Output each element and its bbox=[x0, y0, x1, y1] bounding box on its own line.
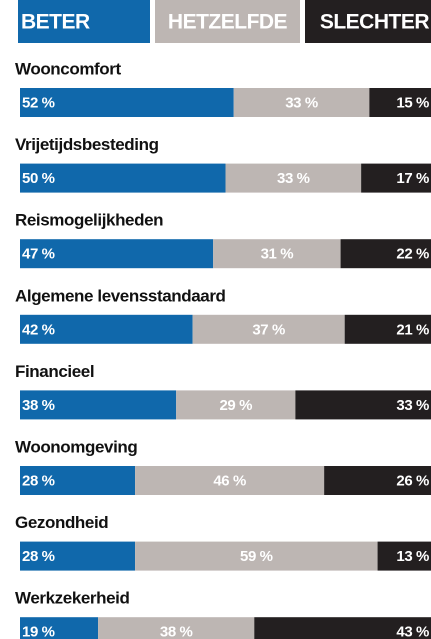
bar-segment bbox=[340, 239, 431, 269]
value-label: 47 % bbox=[22, 246, 55, 263]
value-label: 33 % bbox=[396, 397, 429, 414]
bar-segment bbox=[20, 466, 136, 495]
bar-segment bbox=[20, 163, 226, 193]
value-label: 13 % bbox=[396, 548, 429, 565]
value-label: 43 % bbox=[396, 624, 429, 639]
value-label: 42 % bbox=[22, 321, 55, 338]
category-label: Reismogelijkheden bbox=[15, 211, 163, 230]
value-label: 15 % bbox=[396, 94, 429, 111]
value-label: 46 % bbox=[213, 472, 246, 489]
legend-swatch bbox=[305, 0, 431, 43]
value-label: 50 % bbox=[22, 170, 55, 187]
legend-swatch bbox=[155, 0, 300, 43]
bar-segment bbox=[20, 239, 214, 269]
legend-label: BETER bbox=[21, 11, 90, 34]
bar-segment bbox=[369, 88, 431, 117]
bar-segment bbox=[20, 88, 234, 117]
category-label: Vrijetijdsbesteding bbox=[15, 135, 159, 154]
value-label: 38 % bbox=[22, 397, 55, 414]
legend-label: HETZELFDE bbox=[168, 11, 288, 34]
value-label: 31 % bbox=[261, 246, 294, 263]
value-label: 28 % bbox=[22, 548, 55, 565]
value-label: 29 % bbox=[219, 397, 252, 414]
bar-segment bbox=[233, 88, 370, 117]
value-label: 37 % bbox=[252, 321, 285, 338]
bar-segment bbox=[225, 163, 362, 193]
category-label: Wooncomfort bbox=[15, 59, 122, 78]
category-label: Werkzekerheid bbox=[15, 589, 130, 608]
value-label: 33 % bbox=[285, 94, 318, 111]
bar-segment bbox=[324, 466, 431, 495]
bar-segment bbox=[213, 239, 341, 269]
bar-segment bbox=[344, 314, 431, 344]
value-label: 22 % bbox=[396, 246, 429, 263]
value-label: 38 % bbox=[160, 624, 193, 639]
value-label: 26 % bbox=[396, 472, 429, 489]
category-label: Gezondheid bbox=[15, 513, 108, 532]
bar-segment bbox=[20, 617, 99, 639]
legend-label: SLECHTER bbox=[320, 11, 430, 34]
bar-segment bbox=[20, 541, 136, 571]
bar-segment bbox=[135, 466, 325, 495]
bar-segment bbox=[361, 163, 431, 193]
value-label: 19 % bbox=[22, 624, 55, 639]
value-label: 17 % bbox=[396, 170, 429, 187]
bar-segment bbox=[192, 314, 345, 344]
value-label: 59 % bbox=[240, 548, 273, 565]
category-label: Woonomgeving bbox=[15, 437, 137, 456]
value-label: 33 % bbox=[277, 170, 310, 187]
bar-segment bbox=[135, 541, 378, 571]
bar-segment bbox=[20, 390, 177, 420]
bar-segment bbox=[98, 617, 255, 639]
bar-segment bbox=[176, 390, 296, 420]
bar-segment bbox=[295, 390, 431, 420]
bar-segment bbox=[377, 541, 431, 571]
value-label: 52 % bbox=[22, 94, 55, 111]
bar-segment bbox=[254, 617, 431, 639]
value-label: 28 % bbox=[22, 472, 55, 489]
category-label: Financieel bbox=[15, 362, 94, 381]
value-label: 21 % bbox=[396, 321, 429, 338]
legend-swatch bbox=[18, 0, 150, 43]
bar-segment bbox=[20, 314, 193, 344]
category-label: Algemene levensstandaard bbox=[15, 286, 226, 305]
